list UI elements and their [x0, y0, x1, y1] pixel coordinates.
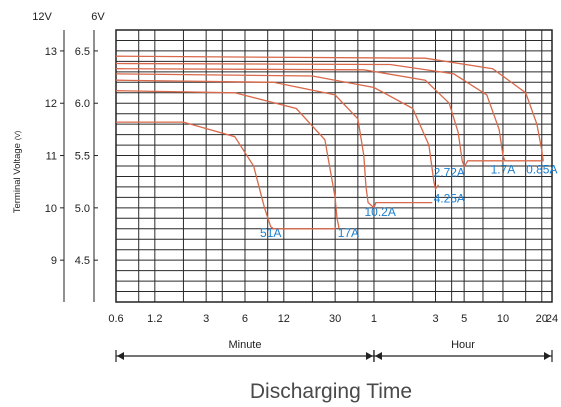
- discharge-curve: [115, 90, 340, 229]
- grid: [115, 29, 553, 303]
- time-ranges: Minute Hour: [115, 339, 553, 362]
- x-tick-label: 1.2: [147, 313, 162, 325]
- y-tick-label-12v: 9: [51, 255, 57, 267]
- x-tick-label: 24: [546, 313, 558, 325]
- x-tick-label: 0.6: [108, 313, 123, 325]
- y-tick-label-12v: 12: [45, 98, 57, 110]
- curve-label: 2.72A: [434, 165, 465, 179]
- curve-label: 17A: [338, 226, 359, 240]
- range-label: Minute: [228, 339, 261, 351]
- discharge-curve: [115, 62, 542, 162]
- range-label: Hour: [451, 339, 475, 351]
- y-tick-label-6v: 5.5: [75, 151, 90, 163]
- y-tick-label-6v: 5.0: [75, 203, 90, 215]
- discharge-curve: [115, 73, 440, 191]
- y-tick-label-6v: 6.0: [75, 98, 90, 110]
- y-tick-label-12v: 11: [46, 151, 57, 163]
- range-arrow-left: [117, 352, 124, 360]
- x-tick-label: 6: [242, 313, 248, 325]
- y-axis-6v-header: 6V: [91, 11, 105, 23]
- curve-label: 4.25A: [434, 192, 465, 206]
- x-axis-title: Discharging Time: [250, 380, 412, 403]
- discharge-curve: [115, 68, 503, 168]
- x-tick-label: 12: [278, 313, 290, 325]
- discharge-curve: [115, 79, 433, 209]
- range-arrow-left: [374, 352, 382, 360]
- curve-label: 10.2A: [364, 205, 395, 219]
- y-tick-label-6v: 4.5: [75, 255, 90, 267]
- x-tick-label: 3: [203, 313, 209, 325]
- y-tick-label-6v: 6.5: [75, 46, 90, 58]
- x-tick-label: 1: [371, 313, 377, 325]
- curve-label: 51A: [260, 226, 281, 240]
- plot-frame: [115, 29, 553, 303]
- y-axis-label: Terminal Voltage(V): [12, 131, 23, 214]
- discharge-curves: [115, 55, 544, 230]
- x-tick-label: 3: [432, 313, 438, 325]
- range-arrow-right: [544, 352, 551, 360]
- x-tick-label: 10: [497, 313, 509, 325]
- x-tick-label: 20: [536, 313, 548, 325]
- curve-label: 1.7A: [491, 162, 516, 176]
- discharge-curve: [116, 121, 336, 230]
- y-axis-12v-header: 12V: [32, 11, 52, 23]
- discharge-curve: [115, 55, 544, 162]
- x-tick-label: 30: [329, 313, 341, 325]
- curve-label: 0.85A: [526, 162, 557, 176]
- range-arrow-right: [365, 352, 373, 360]
- x-tick-label: 5: [461, 313, 467, 325]
- y-tick-label-12v: 10: [45, 203, 57, 215]
- y-tick-label-12v: 13: [45, 46, 57, 58]
- curve-labels: 51A 17A 10.2A 4.25A 2.72A 1.7A 0.85A: [260, 162, 557, 240]
